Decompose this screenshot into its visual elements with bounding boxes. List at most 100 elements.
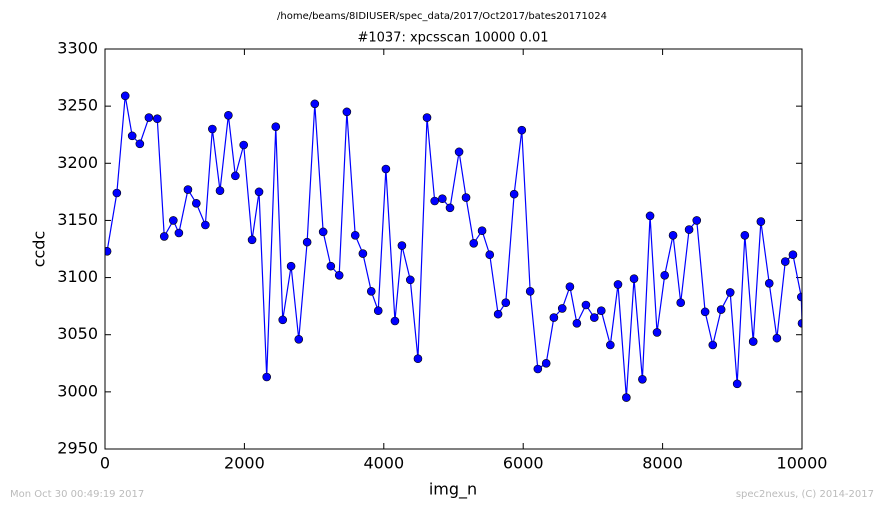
data-point: [645, 211, 655, 221]
data-point: [413, 354, 423, 364]
data-point: [373, 306, 383, 316]
y-tick-label: 3100: [57, 267, 98, 286]
data-point: [668, 230, 678, 240]
data-point: [381, 164, 391, 174]
data-point: [589, 313, 599, 322]
data-point: [334, 270, 344, 280]
data-point: [135, 139, 145, 149]
data-point: [159, 232, 169, 241]
data-point: [764, 278, 774, 288]
data-point: [144, 113, 154, 122]
data-point: [725, 288, 735, 297]
data-point: [254, 187, 264, 197]
plot-frame: [104, 48, 803, 450]
data-point: [501, 298, 511, 308]
data-point: [684, 225, 694, 234]
y-tick-label: 3200: [57, 153, 98, 172]
data-point: [676, 298, 686, 308]
data-point: [302, 237, 312, 247]
data-point: [629, 274, 639, 284]
data-point: [469, 238, 479, 248]
x-axis-label: img_n: [429, 480, 477, 500]
data-point: [326, 261, 336, 271]
data-point: [732, 379, 742, 389]
data-point: [318, 227, 328, 237]
data-point: [772, 333, 782, 343]
y-tick-label: 3250: [57, 96, 98, 115]
data-point: [797, 318, 802, 328]
x-tick-label: 0: [100, 454, 110, 473]
data-point: [660, 270, 669, 280]
data-point: [622, 393, 631, 402]
data-point: [271, 122, 281, 132]
data-point: [716, 305, 726, 314]
data-point: [565, 282, 575, 292]
data-point: [278, 315, 288, 325]
data-point: [120, 91, 130, 101]
data-point: [262, 372, 272, 382]
data-point: [652, 328, 662, 337]
data-point: [596, 306, 606, 316]
data-point: [613, 280, 623, 289]
data-point: [454, 147, 464, 157]
data-point: [797, 292, 802, 302]
data-point: [740, 230, 750, 240]
data-point: [169, 216, 178, 225]
data-point: [342, 107, 352, 117]
data-point: [224, 110, 233, 120]
data-point: [174, 228, 184, 238]
data-point: [477, 226, 487, 236]
data-point: [700, 307, 710, 317]
y-tick-label: 3050: [57, 324, 98, 343]
footer-right: spec2nexus, (C) 2014-2017: [736, 489, 874, 500]
data-point: [692, 216, 702, 225]
data-point: [493, 309, 503, 319]
x-tick-label: 8000: [642, 454, 683, 473]
data-point: [422, 113, 432, 122]
data-point: [397, 241, 407, 250]
data-point: [294, 334, 304, 344]
data-point: [549, 313, 559, 322]
data-point: [310, 99, 320, 109]
data-point: [445, 203, 455, 213]
x-tick-label: 4000: [363, 454, 404, 473]
data-point: [525, 286, 535, 296]
data-point: [461, 193, 471, 202]
data-point: [358, 249, 368, 258]
data-point: [780, 257, 790, 266]
y-axis-label: ccdc: [30, 231, 49, 268]
data-point: [509, 189, 519, 199]
data-point: [405, 275, 415, 285]
data-point: [201, 220, 210, 230]
data-point: [485, 250, 495, 260]
data-point: [192, 198, 201, 208]
data-point: [557, 304, 567, 313]
data-point: [430, 196, 439, 206]
footer-left: Mon Oct 30 00:49:19 2017: [10, 489, 144, 500]
data-point: [541, 358, 551, 368]
data-point: [438, 194, 447, 204]
data-point: [366, 286, 376, 296]
data-point: [517, 125, 527, 135]
y-tick-label: 2950: [57, 439, 98, 458]
data-point: [183, 185, 193, 194]
data-point: [215, 186, 225, 196]
data-point: [127, 131, 137, 141]
data-point: [390, 316, 400, 326]
x-tick-label: 2000: [224, 454, 265, 473]
y-tick-label: 3300: [57, 39, 98, 58]
data-point: [105, 246, 112, 256]
data-point: [533, 364, 543, 374]
x-tick-label: 10000: [777, 454, 828, 473]
data-point: [112, 188, 122, 198]
data-point: [208, 124, 217, 134]
data-point: [286, 261, 296, 271]
data-point: [756, 217, 766, 226]
chart-title: #1037: xpcsscan 10000 0.01: [357, 31, 548, 46]
data-point: [239, 140, 249, 150]
data-point: [572, 318, 582, 328]
data-point: [788, 250, 798, 260]
data-point: [152, 114, 162, 124]
